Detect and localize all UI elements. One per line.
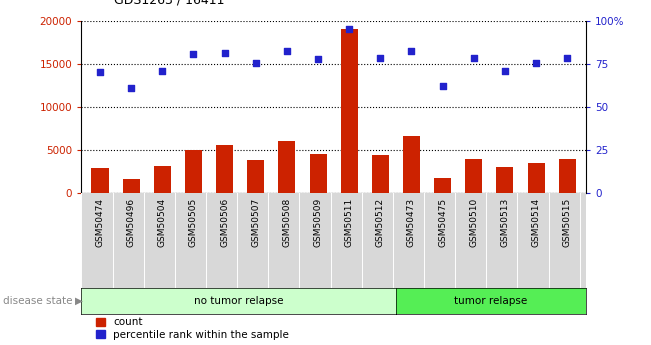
Text: ▶: ▶ [75,296,83,306]
Bar [122,179,140,193]
Bar [340,29,358,193]
Point [251,60,261,66]
Bar [465,159,482,193]
Point [126,85,137,91]
Bar [154,166,171,193]
Text: GSM50509: GSM50509 [314,198,322,247]
Point [157,68,167,73]
Point [500,68,510,73]
Text: GSM50508: GSM50508 [283,198,292,247]
Bar [92,168,109,193]
Point [219,50,230,56]
Text: GSM50507: GSM50507 [251,198,260,247]
Text: GSM50512: GSM50512 [376,198,385,247]
Text: GSM50514: GSM50514 [532,198,540,247]
Point [282,48,292,54]
Bar [279,141,296,193]
Point [437,83,448,89]
Text: GSM50513: GSM50513 [501,198,510,247]
Text: GSM50474: GSM50474 [96,198,105,247]
Text: GSM50473: GSM50473 [407,198,416,247]
Text: GSM50504: GSM50504 [158,198,167,247]
Point [188,52,199,57]
Text: GSM50505: GSM50505 [189,198,198,247]
Bar [403,136,420,193]
Legend: count, percentile rank within the sample: count, percentile rank within the sample [96,317,289,340]
Bar [372,155,389,193]
Point [344,27,354,32]
Bar [309,154,327,193]
Point [406,48,417,54]
Point [562,55,572,61]
Bar [216,145,233,193]
Point [531,60,541,66]
Text: no tumor relapse: no tumor relapse [194,296,283,306]
Text: GSM50510: GSM50510 [469,198,478,247]
Point [469,55,479,61]
Bar [185,150,202,193]
Bar [527,163,545,193]
Bar [247,159,264,193]
Bar [559,159,575,193]
Text: GDS1263 / 16411: GDS1263 / 16411 [114,0,225,7]
Point [313,56,324,61]
Bar [434,178,451,193]
Text: GSM50515: GSM50515 [562,198,572,247]
Text: GSM50506: GSM50506 [220,198,229,247]
Text: disease state: disease state [3,296,73,306]
Text: GSM50511: GSM50511 [345,198,353,247]
Bar [496,167,514,193]
Text: GSM50475: GSM50475 [438,198,447,247]
Text: tumor relapse: tumor relapse [454,296,527,306]
Text: GSM50496: GSM50496 [127,198,135,247]
Point [95,70,105,75]
Point [375,55,385,61]
